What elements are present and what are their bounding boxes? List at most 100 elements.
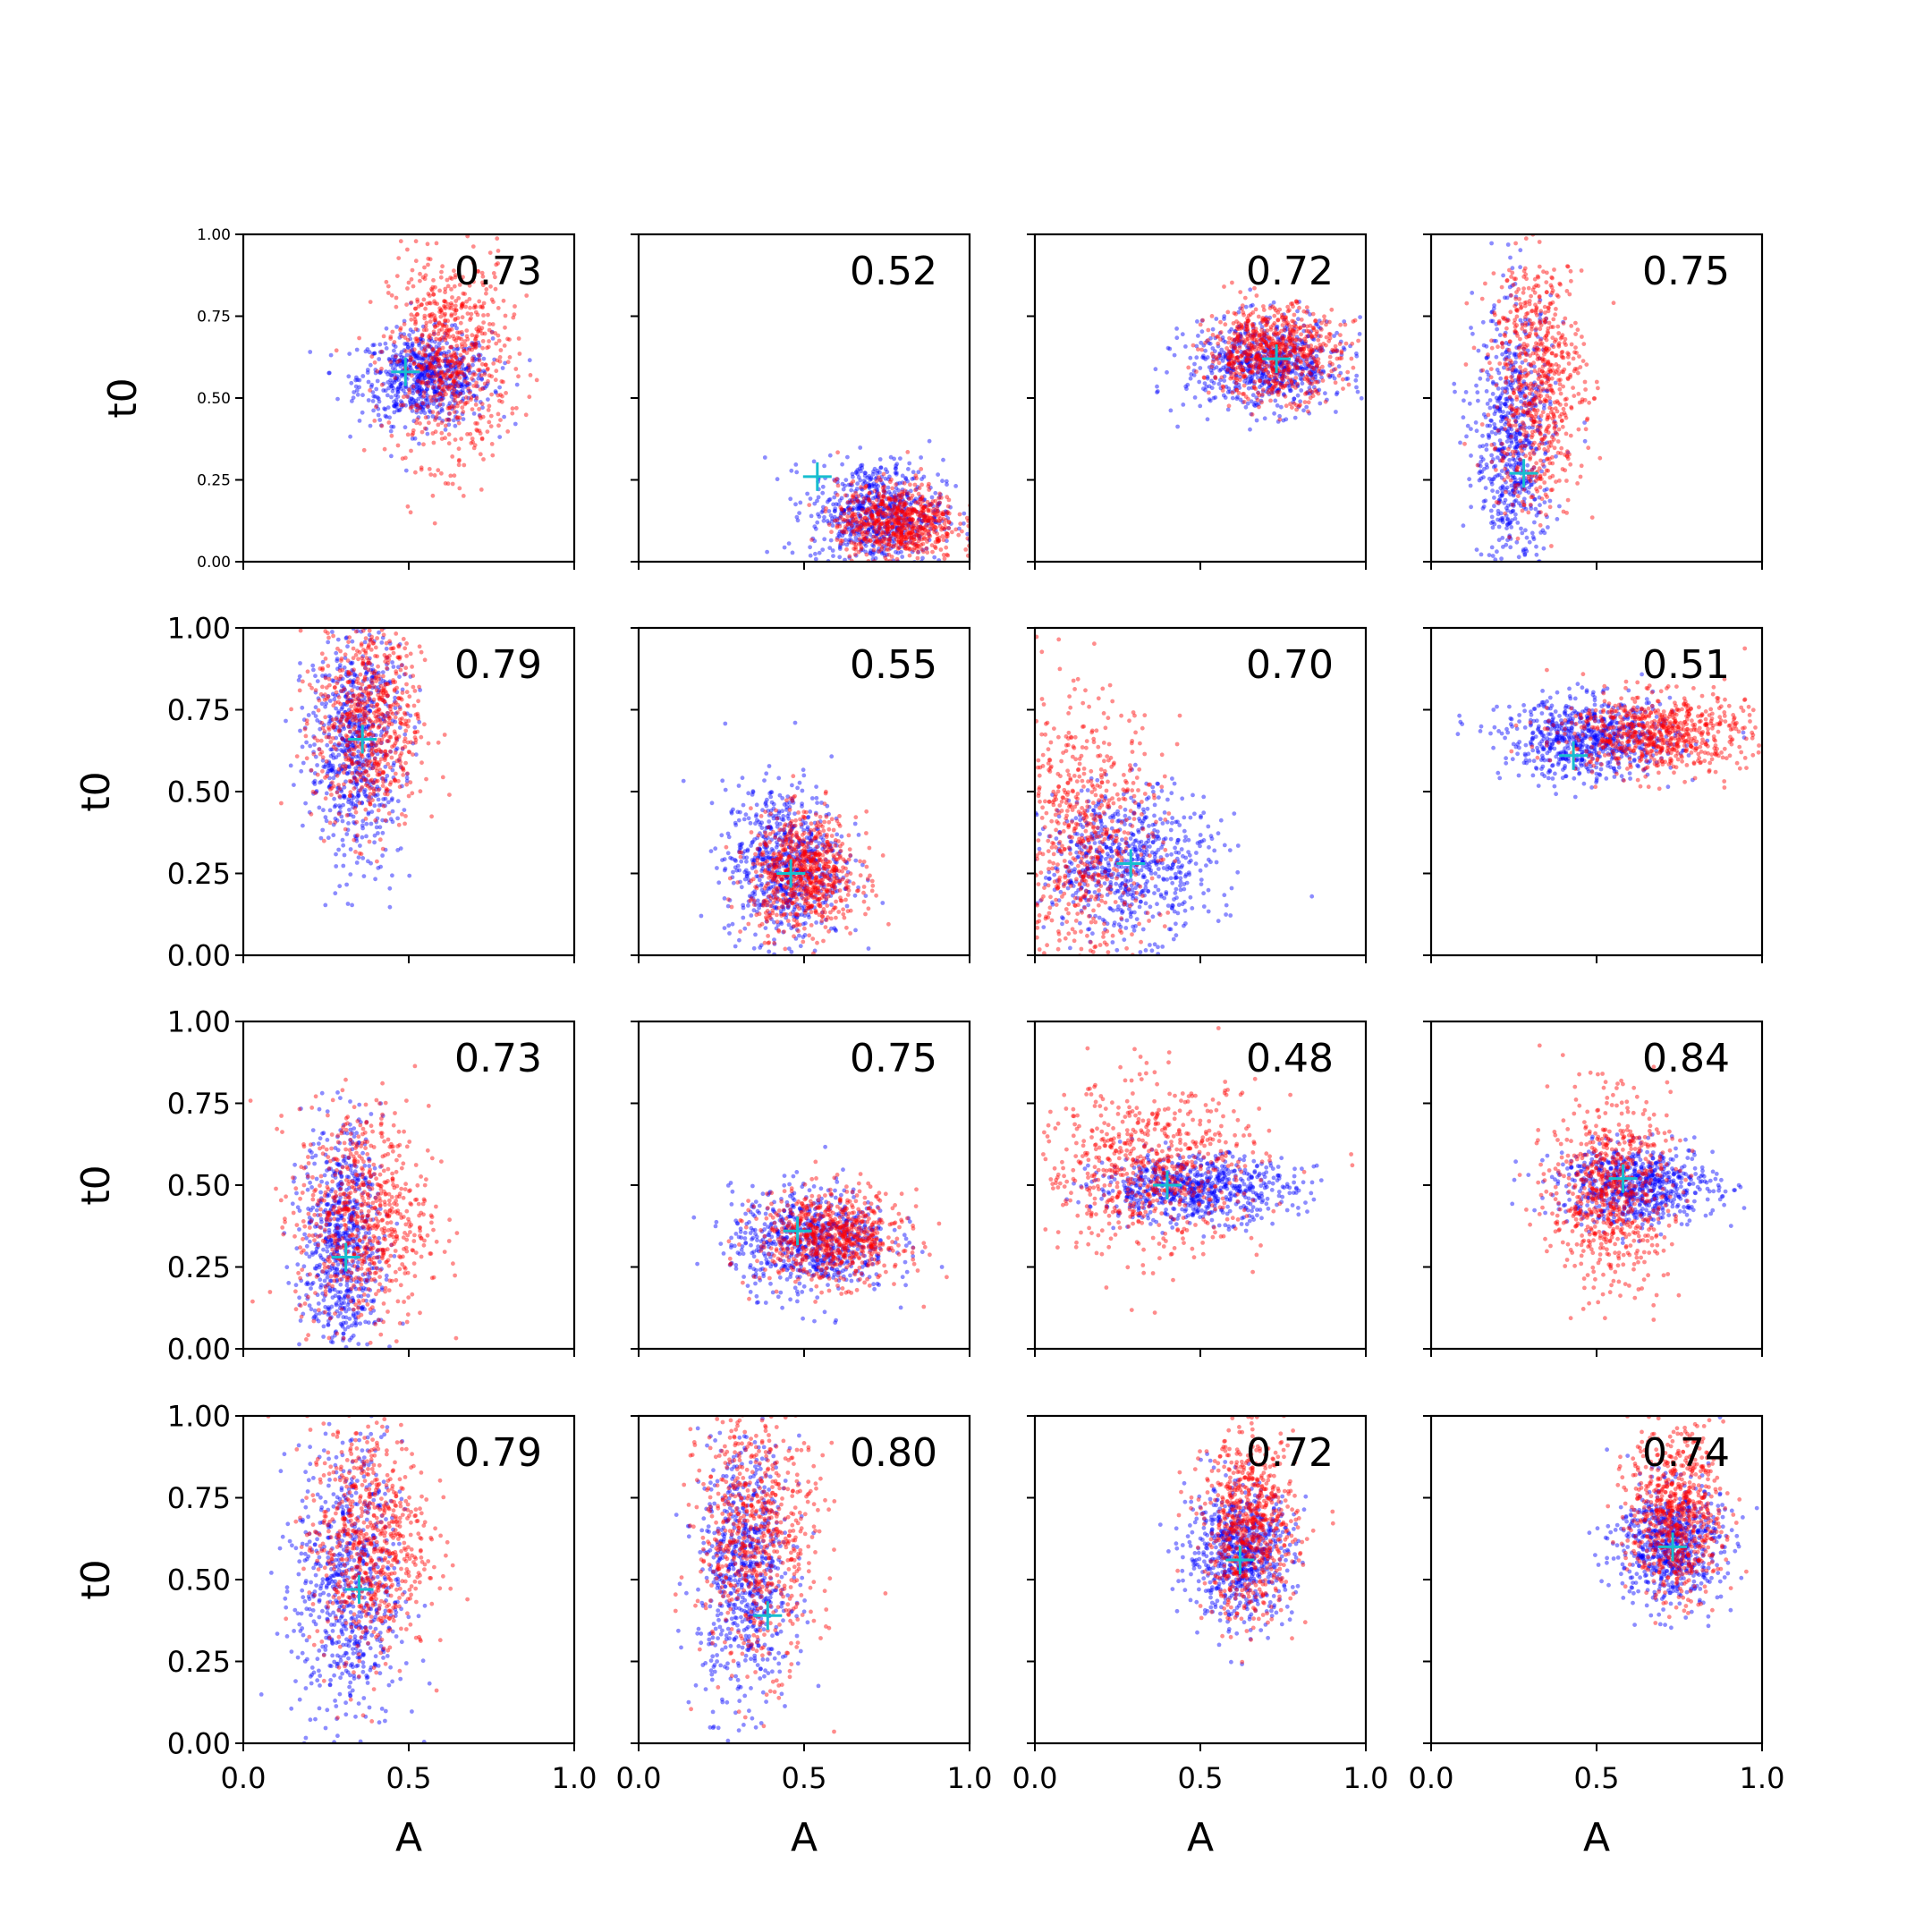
data-point [1266,386,1270,391]
data-point [1268,350,1273,355]
data-point [1225,368,1230,373]
data-point [511,315,516,320]
data-point [1498,376,1504,381]
data-point [1316,379,1321,384]
data-point [1287,352,1292,358]
data-point [835,523,840,529]
data-point [404,342,410,347]
data-point [1327,360,1333,365]
data-point [424,381,429,386]
data-point [1289,379,1294,384]
data-point [1284,365,1290,369]
data-point [856,494,861,499]
data-point [1274,376,1279,381]
data-point [1537,356,1542,360]
data-point [1503,414,1508,419]
data-point [1490,525,1496,530]
data-point [879,521,885,527]
data-point [411,397,416,402]
data-point [417,379,422,384]
data-point [856,475,861,480]
data-point [1183,344,1188,349]
data-point [1272,331,1276,335]
data-point [1249,363,1254,368]
data-point [1255,397,1260,402]
data-point [1262,332,1267,337]
data-point [1265,331,1269,336]
data-point [902,480,907,486]
data-point [1272,378,1277,384]
data-point [1250,372,1255,377]
data-point [439,310,445,315]
data-point [1309,372,1314,377]
data-point [1501,410,1505,414]
data-point [1489,460,1495,464]
data-point [1497,409,1503,414]
data-point [1498,518,1503,523]
data-point [870,526,876,530]
data-point [849,529,854,534]
data-point [1234,342,1239,346]
data-point [902,504,907,509]
data-point [429,371,435,377]
data-point [1505,318,1510,322]
data-point [1254,395,1259,401]
data-point [926,531,931,537]
data-point [852,529,857,533]
data-point [908,530,913,536]
data-point [1484,343,1489,349]
data-point [481,301,487,306]
data-point [458,389,463,394]
data-point [452,386,456,392]
data-point [1288,333,1293,337]
data-point [1521,381,1527,386]
data-point [925,539,929,544]
data-point [431,277,436,283]
data-point [446,305,452,310]
data-point [1522,443,1528,448]
data-point [433,389,438,394]
data-point [1301,328,1307,334]
data-point [904,511,910,516]
data-point [1241,391,1246,396]
data-point [418,380,422,386]
data-point [453,376,458,381]
data-point [422,316,428,321]
data-point [1296,404,1301,410]
data-point [1268,348,1274,352]
data-point [1260,340,1266,345]
data-point [912,529,918,534]
data-point [933,544,937,549]
data-point [935,502,940,507]
data-point [881,550,886,555]
data-point [1238,333,1243,338]
data-point [894,511,899,516]
data-point [1529,506,1534,511]
data-point [1289,380,1294,386]
data-point [908,507,912,513]
data-point [1319,345,1325,351]
data-point [444,371,449,377]
data-point [446,422,452,428]
data-point [885,523,890,529]
data-point [1478,444,1482,449]
data-point [1292,346,1298,352]
data-point [1499,426,1504,430]
data-point [398,358,403,363]
data-point [411,359,416,364]
data-point [1287,386,1292,391]
data-point [1497,404,1503,410]
data-point [838,538,843,543]
data-point [1523,403,1529,409]
data-point [1563,336,1568,342]
data-point [929,521,935,526]
data-point [883,513,888,519]
data-point [411,284,416,289]
data-point [419,364,424,369]
data-point [1278,361,1283,367]
data-point [1315,388,1320,394]
data-point [1336,364,1342,369]
data-point [469,343,474,347]
data-point [1274,378,1279,383]
data-point [1511,380,1515,386]
